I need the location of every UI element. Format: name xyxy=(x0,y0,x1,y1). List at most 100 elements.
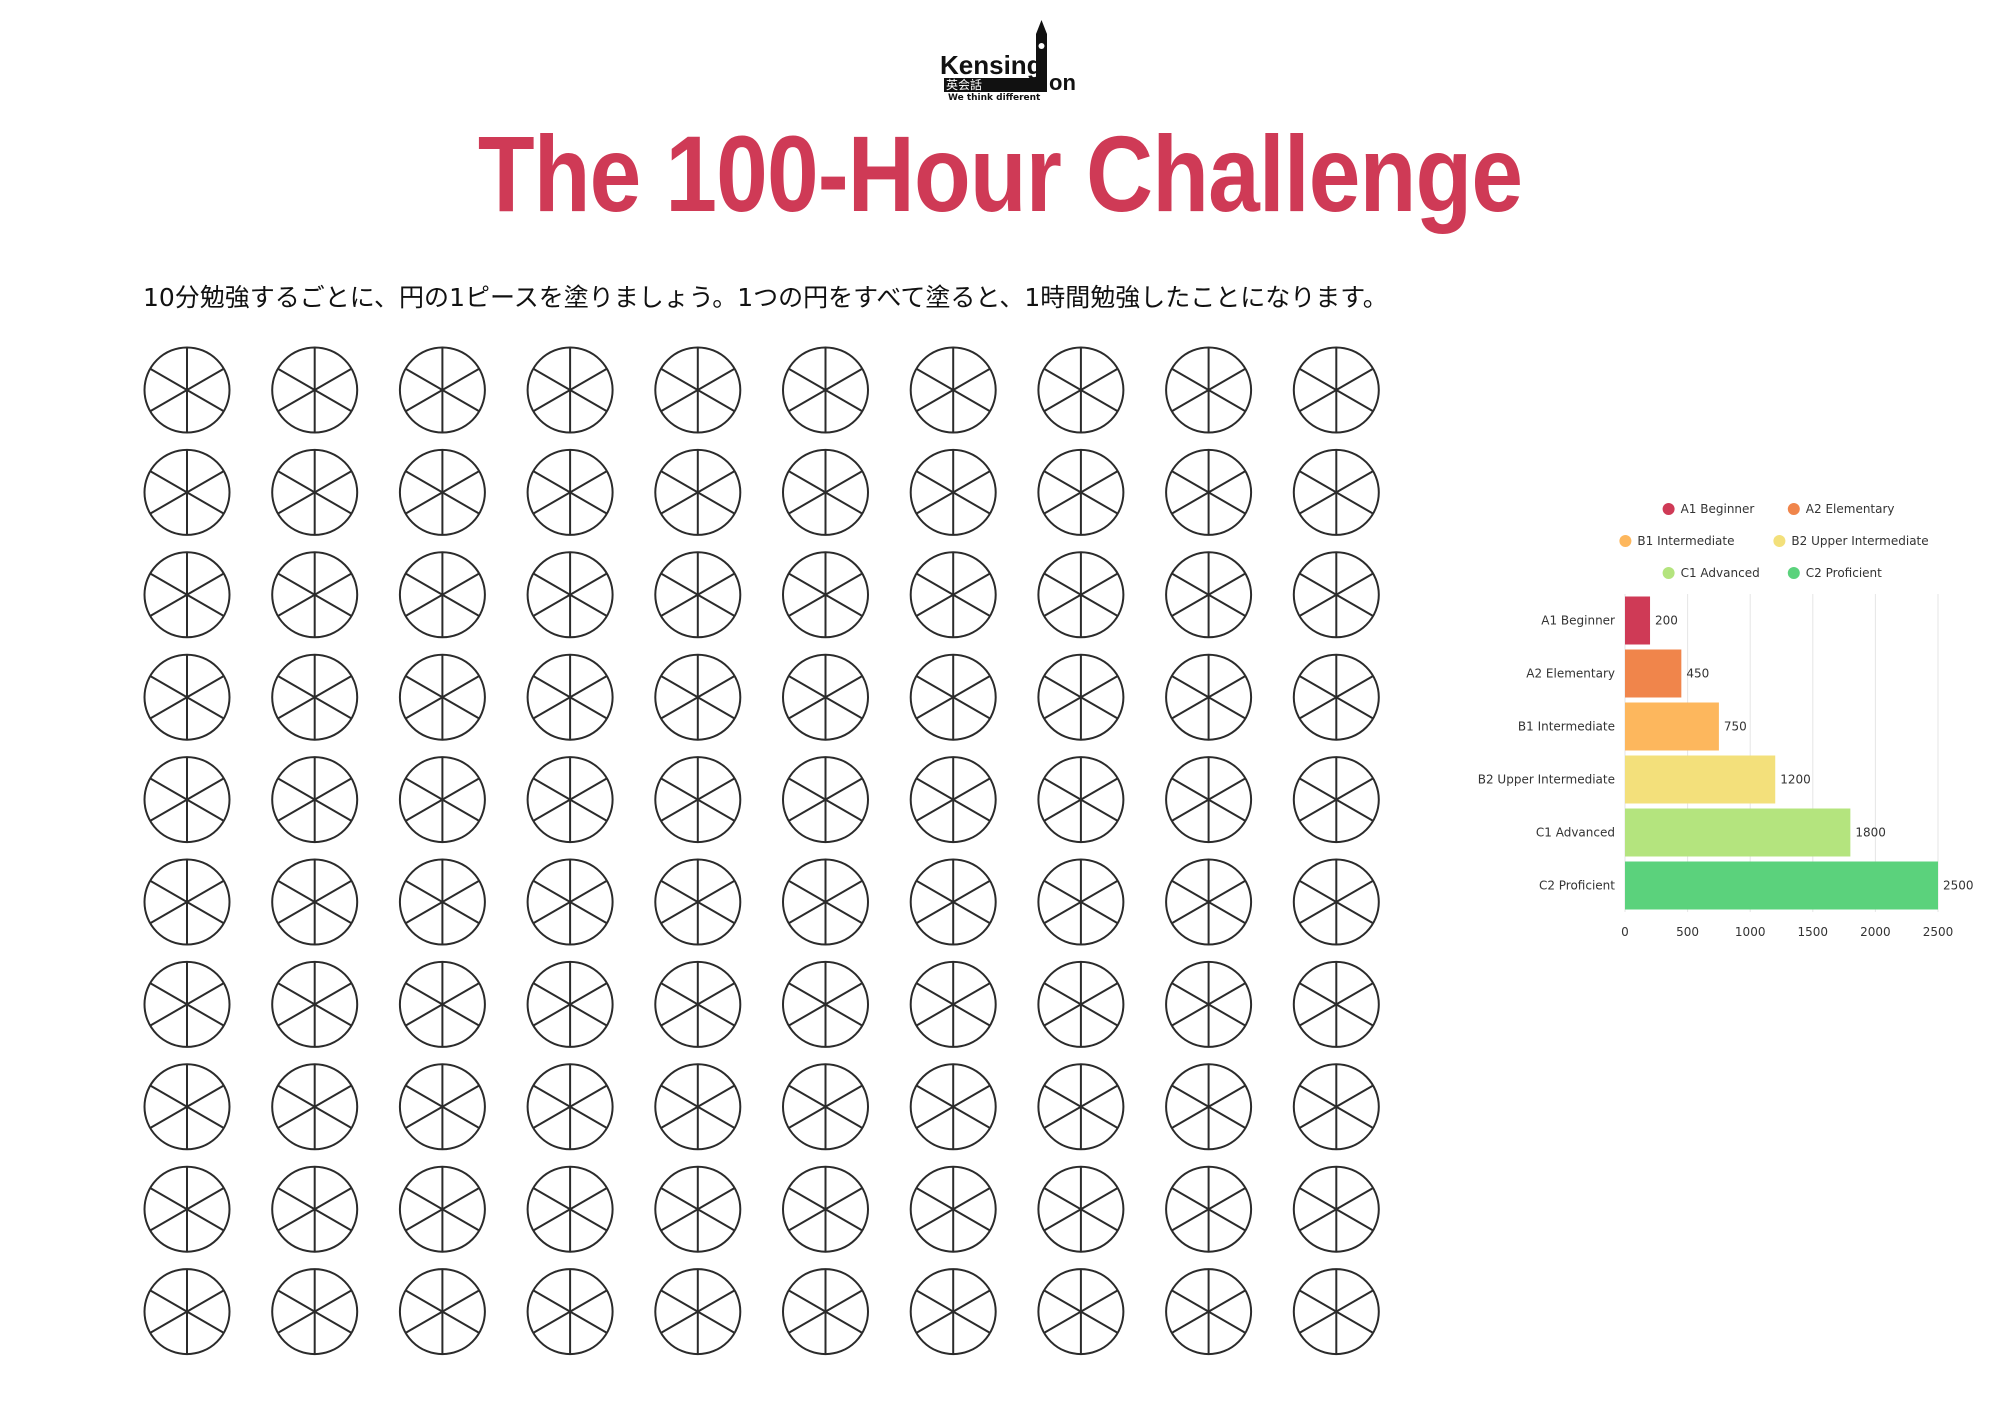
hour-circle[interactable] xyxy=(143,1268,231,1356)
hour-circle[interactable] xyxy=(398,1165,486,1253)
hour-circle[interactable] xyxy=(398,756,486,844)
hour-circle[interactable] xyxy=(654,1268,742,1356)
hour-circle[interactable] xyxy=(654,756,742,844)
hour-circle[interactable] xyxy=(1165,756,1253,844)
hour-circle[interactable] xyxy=(143,756,231,844)
hour-circle[interactable] xyxy=(654,960,742,1048)
hour-circle[interactable] xyxy=(782,756,869,844)
hour-circle[interactable] xyxy=(654,653,742,741)
hour-circle[interactable] xyxy=(526,858,614,946)
hour-circle[interactable] xyxy=(1165,448,1253,536)
hour-circle[interactable] xyxy=(1165,653,1253,741)
hour-circle[interactable] xyxy=(1037,756,1125,844)
hour-circle[interactable] xyxy=(398,1063,486,1151)
hour-circle[interactable] xyxy=(1292,1063,1380,1151)
hour-circle[interactable] xyxy=(654,551,742,639)
hour-circle[interactable] xyxy=(271,1063,359,1151)
hour-circle[interactable] xyxy=(909,448,997,536)
hour-circle[interactable] xyxy=(782,346,869,434)
hour-circle[interactable] xyxy=(1292,1268,1380,1356)
hour-circle[interactable] xyxy=(526,1268,614,1356)
hour-circle[interactable] xyxy=(782,858,869,946)
hour-circle[interactable] xyxy=(1165,1268,1253,1356)
hour-circle[interactable] xyxy=(526,1063,614,1151)
hour-circle[interactable] xyxy=(271,756,359,844)
hour-circle[interactable] xyxy=(143,1165,231,1253)
hour-circle[interactable] xyxy=(1292,960,1380,1048)
hour-circle[interactable] xyxy=(271,1268,359,1356)
hour-circle[interactable] xyxy=(526,551,614,639)
hour-circle[interactable] xyxy=(1037,448,1125,536)
hour-circle[interactable] xyxy=(271,448,359,536)
hour-circle[interactable] xyxy=(271,551,359,639)
hour-circle[interactable] xyxy=(1165,551,1253,639)
hour-circle[interactable] xyxy=(654,346,742,434)
hour-circle[interactable] xyxy=(1037,1268,1125,1356)
hour-circle[interactable] xyxy=(909,756,997,844)
hour-circle[interactable] xyxy=(1292,756,1380,844)
hour-circle[interactable] xyxy=(782,653,869,741)
hour-circle[interactable] xyxy=(398,1268,486,1356)
hour-circle[interactable] xyxy=(526,960,614,1048)
hour-circle[interactable] xyxy=(398,551,486,639)
hour-circle[interactable] xyxy=(1292,653,1380,741)
hour-circle[interactable] xyxy=(143,653,231,741)
hour-circle[interactable] xyxy=(1165,858,1253,946)
hour-circle[interactable] xyxy=(909,1063,997,1151)
hour-circle[interactable] xyxy=(1292,551,1380,639)
hour-circle[interactable] xyxy=(1037,653,1125,741)
hour-circle[interactable] xyxy=(654,448,742,536)
hour-circle[interactable] xyxy=(398,346,486,434)
hour-circle[interactable] xyxy=(1292,346,1380,434)
hour-circle[interactable] xyxy=(782,1063,869,1151)
hour-circle[interactable] xyxy=(782,1165,869,1253)
hour-circle[interactable] xyxy=(526,756,614,844)
hour-circle[interactable] xyxy=(526,448,614,536)
hour-circle[interactable] xyxy=(782,448,869,536)
hour-circle[interactable] xyxy=(398,653,486,741)
hour-circle[interactable] xyxy=(271,346,359,434)
hour-circle[interactable] xyxy=(1037,858,1125,946)
hour-circle[interactable] xyxy=(143,551,231,639)
hour-circle[interactable] xyxy=(526,1165,614,1253)
hour-circle[interactable] xyxy=(909,858,997,946)
hour-circle[interactable] xyxy=(1165,346,1253,434)
hour-circle[interactable] xyxy=(909,1268,997,1356)
hour-circle[interactable] xyxy=(1292,1165,1380,1253)
hour-circle[interactable] xyxy=(398,448,486,536)
hour-circle[interactable] xyxy=(1037,1165,1125,1253)
hour-circle[interactable] xyxy=(271,858,359,946)
hour-circle[interactable] xyxy=(143,960,231,1048)
hour-circle[interactable] xyxy=(909,551,997,639)
hour-circle[interactable] xyxy=(143,448,231,536)
hour-circle[interactable] xyxy=(526,653,614,741)
hour-circle[interactable] xyxy=(143,1063,231,1151)
hour-circle[interactable] xyxy=(398,858,486,946)
hour-circle[interactable] xyxy=(909,346,997,434)
hour-circle[interactable] xyxy=(398,960,486,1048)
hour-circle[interactable] xyxy=(526,346,614,434)
hour-circle[interactable] xyxy=(654,1063,742,1151)
hour-circle[interactable] xyxy=(1037,1063,1125,1151)
hour-circle[interactable] xyxy=(782,551,869,639)
hour-circle[interactable] xyxy=(1292,858,1380,946)
hour-circle[interactable] xyxy=(143,858,231,946)
hour-circle[interactable] xyxy=(1037,346,1125,434)
hour-circle[interactable] xyxy=(654,858,742,946)
hour-circle[interactable] xyxy=(1037,960,1125,1048)
hour-circle[interactable] xyxy=(271,1165,359,1253)
hour-circle[interactable] xyxy=(782,960,869,1048)
hour-circle[interactable] xyxy=(1165,1165,1253,1253)
hour-circle[interactable] xyxy=(909,960,997,1048)
hour-circle[interactable] xyxy=(1037,551,1125,639)
hour-circle[interactable] xyxy=(1165,960,1253,1048)
hour-circle[interactable] xyxy=(782,1268,869,1356)
hour-circle[interactable] xyxy=(1292,448,1380,536)
hour-circle[interactable] xyxy=(271,653,359,741)
hour-circle[interactable] xyxy=(271,960,359,1048)
hour-circle[interactable] xyxy=(654,1165,742,1253)
hour-circle[interactable] xyxy=(909,1165,997,1253)
hour-circle[interactable] xyxy=(143,346,231,434)
hour-circle[interactable] xyxy=(1165,1063,1253,1151)
hour-circle[interactable] xyxy=(909,653,997,741)
